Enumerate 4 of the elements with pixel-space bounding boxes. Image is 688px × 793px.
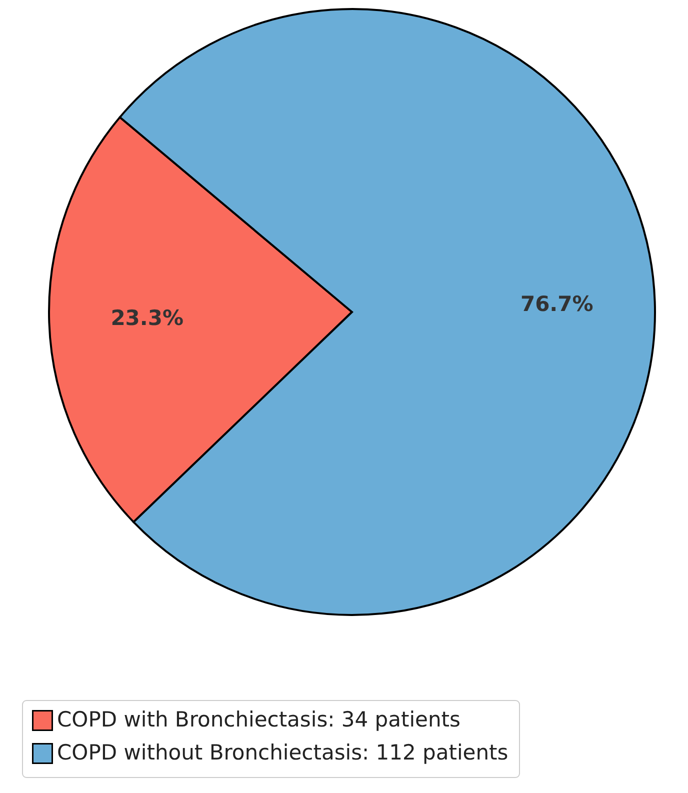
data-label: 76.7%	[520, 292, 594, 316]
legend-label: COPD without Bronchiectasis: 112 patients	[57, 740, 508, 764]
data-label: 23.3%	[110, 306, 184, 330]
legend-label: COPD with Bronchiectasis: 34 patients	[57, 708, 460, 732]
